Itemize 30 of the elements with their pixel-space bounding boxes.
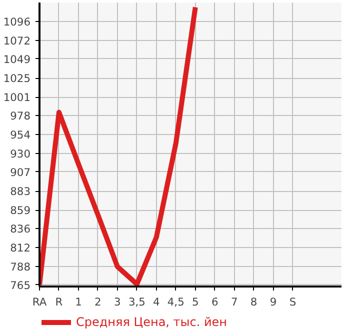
y-tick-label: 930	[10, 148, 31, 161]
y-tick-label: 954	[10, 128, 31, 142]
x-tick-label: 9	[270, 296, 277, 308]
x-tick-label: 5	[192, 296, 199, 308]
y-tick-label: 883	[10, 185, 31, 198]
y-tick-label: 788	[10, 260, 31, 274]
x-tick-label: 7	[230, 296, 238, 308]
y-tick-label: 1096	[3, 16, 31, 29]
y-tick-label: 765	[10, 278, 31, 292]
x-tick-label: 4,5	[167, 296, 184, 308]
x-tick-label: 8	[250, 296, 258, 308]
x-tick-label: 1	[75, 296, 82, 308]
y-tick-label: 812	[10, 242, 31, 255]
y-tick-label: 1072	[3, 34, 31, 48]
x-tick-label: S	[289, 296, 296, 308]
x-tick-label: 3	[114, 296, 121, 308]
y-tick-label: 978	[10, 109, 31, 122]
y-tick-label: 1001	[3, 91, 31, 104]
x-tick-label: 3,5	[128, 296, 146, 308]
x-tick-label: R	[55, 296, 64, 308]
y-tick-label: 907	[10, 166, 31, 179]
x-tick-label: 4	[153, 296, 160, 308]
y-tick-label: 836	[10, 222, 31, 236]
y-tick-label: 1049	[3, 52, 31, 66]
y-tick-label: 859	[10, 204, 31, 218]
x-tick-label: 2	[94, 296, 102, 308]
y-tick-label: 1025	[3, 72, 31, 86]
legend-label: Средняя Цена, тыс. йен	[76, 315, 228, 329]
x-tick-label: 6	[211, 296, 218, 308]
x-tick-label: RA	[32, 296, 48, 308]
